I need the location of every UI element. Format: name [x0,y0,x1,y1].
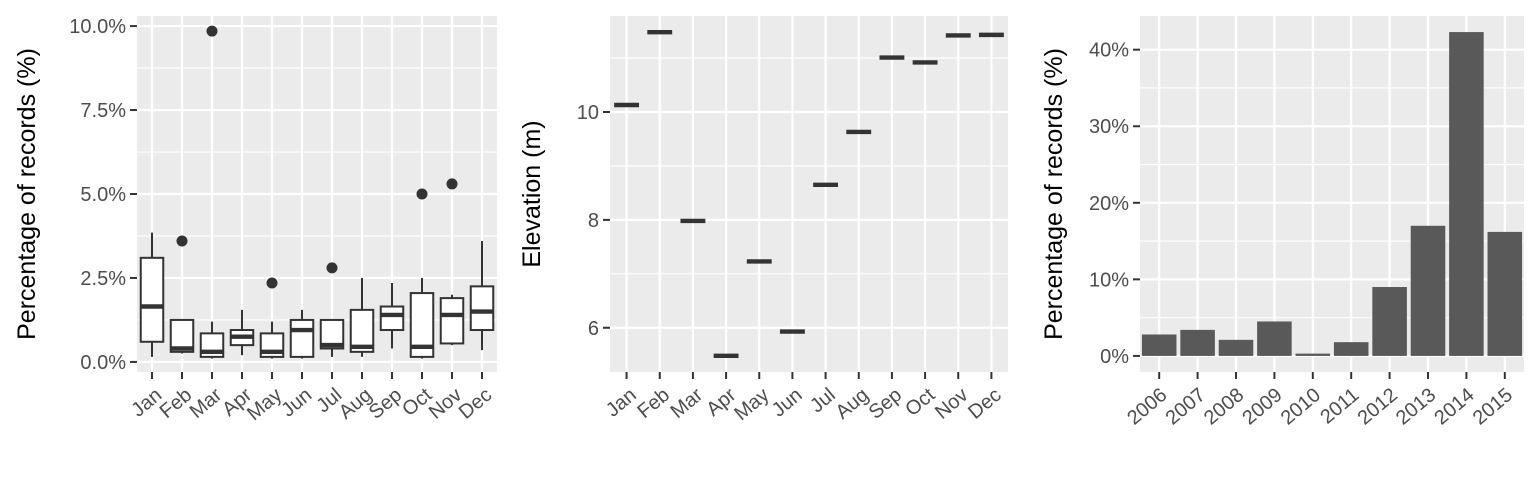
outlier-point [176,235,188,247]
y-tick-label: 0.0% [80,352,126,374]
y-tick-label: 5.0% [80,184,126,206]
bar-2010 [1295,353,1331,356]
box-body [139,256,165,343]
bar-2009 [1257,321,1292,356]
x-tick-label: Jan [602,384,641,422]
x-tick-label: Nov [931,384,972,424]
box-apr [229,309,255,356]
box-body [409,292,435,358]
y-tick-label: 10 [577,102,599,124]
y-tick-label: 20% [1089,193,1129,215]
x-tick-label: 2010 [1277,384,1325,429]
outlier-point [266,277,278,289]
box-body [169,318,195,353]
yearly-percentage-bar-panel: 0%10%20%30%40%20062007200820092010201120… [1040,16,1524,429]
y-tick-label: 30% [1089,116,1129,138]
bar-2007 [1180,329,1215,356]
y-tick-label: 6 [588,318,599,340]
outlier-point [326,262,338,274]
x-tick-label: Dec [964,384,1005,424]
bar-2006 [1141,334,1177,356]
box-body [469,285,495,332]
bar-2015 [1487,231,1523,356]
bar-2012 [1372,287,1407,356]
outlier-point [416,188,428,200]
box-jan [139,232,165,357]
x-tick-label: 2012 [1354,384,1402,429]
x-tick-label: Apr [702,384,740,421]
x-tick-label: Jun [768,384,807,422]
box-sep [379,283,405,349]
box-mar [199,25,225,359]
monthly-percentage-boxplot-panel: 0.0%2.5%5.0%7.5%10.0%JanFebMarAprMayJunJ… [13,16,497,425]
x-tick-label: Aug [832,384,873,424]
bar-2013 [1410,225,1446,356]
y-tick-label: 8 [588,210,599,232]
x-tick-label: 2011 [1316,384,1363,429]
y-axis-title: Elevation (m) [518,120,546,267]
box-body [349,308,375,353]
box-body [289,318,315,358]
box-nov [439,178,465,346]
x-tick-label: 2015 [1469,384,1517,429]
x-tick-label: 2014 [1430,384,1478,429]
box-aug [349,277,375,357]
x-tick-label: 2007 [1162,384,1210,429]
box-jun [289,309,315,359]
x-tick-label: 2008 [1200,384,1248,429]
outlier-point [206,25,218,37]
y-tick-label: 40% [1089,40,1129,62]
bar-2008 [1218,339,1254,356]
box-may [259,277,285,359]
x-tick-label: Mar [667,384,708,423]
x-tick-label: 2013 [1392,384,1440,429]
x-tick-label: Feb [633,384,674,423]
x-tick-label: Sep [865,384,906,424]
y-tick-label: 10% [1089,269,1129,291]
outlier-point [446,178,458,190]
box-feb [169,235,195,354]
box-body [439,297,465,345]
box-body [319,318,345,350]
box-dec [469,241,495,351]
x-tick-label: Jul [806,384,840,417]
x-tick-label: Oct [901,384,939,421]
x-tick-label: Dec [455,384,496,424]
y-tick-label: 10.0% [69,16,126,38]
y-axis-title: Percentage of records (%) [1040,48,1068,340]
x-tick-label: 2006 [1123,384,1171,429]
x-tick-label: Jun [277,384,316,422]
y-axis-title: Percentage of records (%) [13,48,41,340]
plot-background [610,16,1008,372]
x-tick-label: 2009 [1238,384,1286,429]
box-body [379,305,405,332]
box-jul [319,262,345,357]
y-tick-label: 7.5% [80,100,126,122]
bar-2011 [1333,342,1369,356]
bar-2014 [1449,32,1484,356]
box-oct [409,188,435,359]
y-tick-label: 2.5% [80,268,126,290]
y-tick-label: 0% [1100,346,1129,368]
